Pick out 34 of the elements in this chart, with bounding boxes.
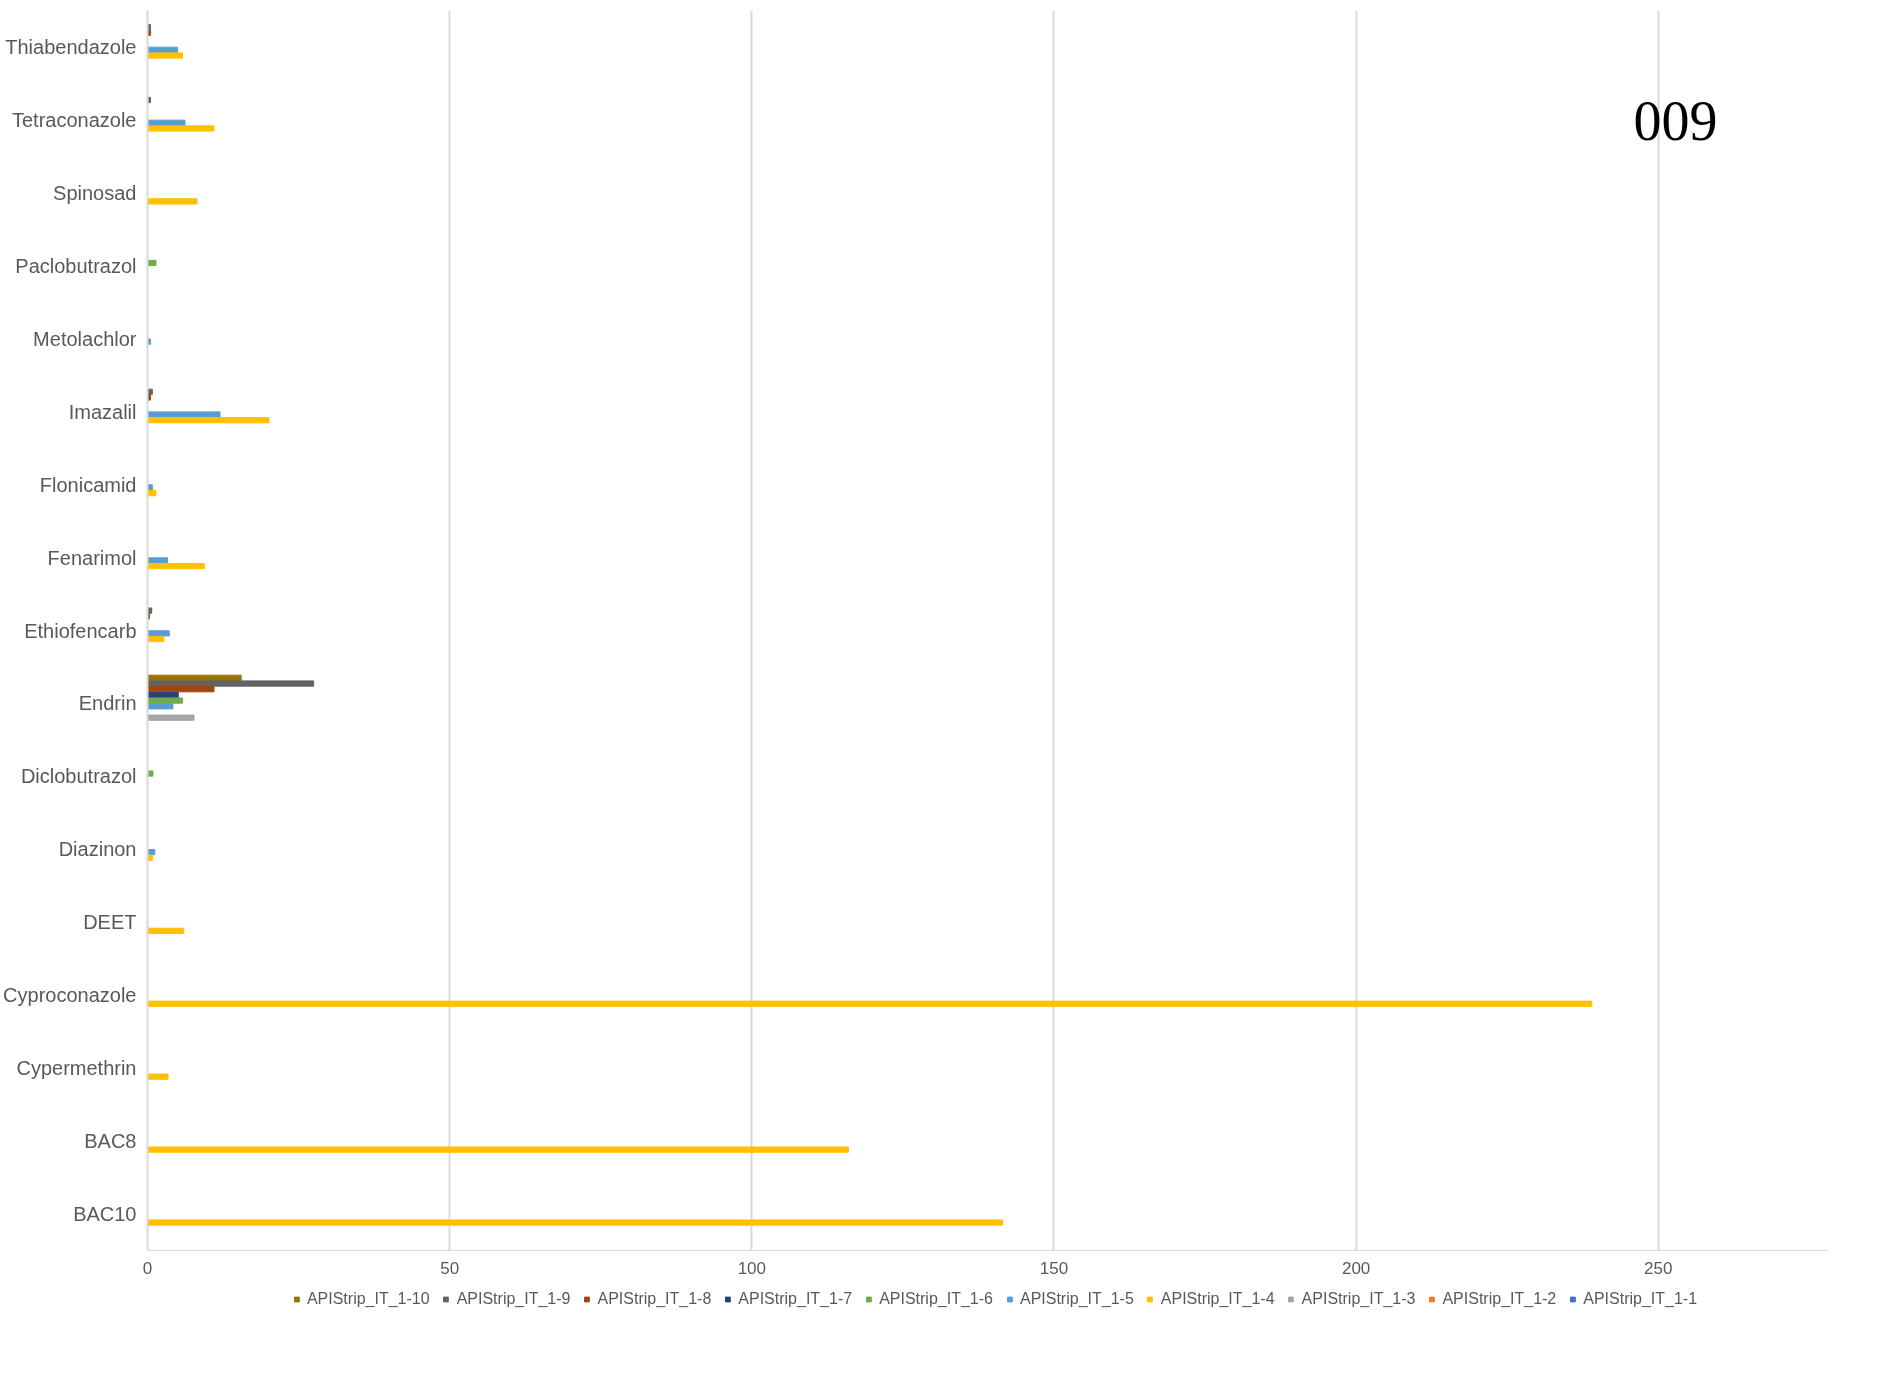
- y-tick-label: Spinosad: [53, 181, 137, 204]
- x-tick-label: 50: [440, 1258, 460, 1278]
- x-tick-label: 150: [1039, 1258, 1069, 1278]
- y-tick-label: Diclobutrazol: [20, 765, 137, 788]
- y-tick-label: Metolachlor: [33, 327, 137, 350]
- legend-label: APIStrip_IT_1-9: [456, 1290, 571, 1308]
- y-tick-label: Thiabendazole: [5, 35, 137, 58]
- y-tick-label: Endrin: [78, 692, 137, 715]
- y-tick-label: Cypermethrin: [16, 1057, 137, 1080]
- x-tick-label: 0: [142, 1258, 153, 1278]
- x-tick-label: 100: [737, 1258, 767, 1278]
- legend-label: APIStrip_IT_1-5: [1019, 1290, 1134, 1308]
- legend-label: APIStrip_IT_1-10: [306, 1290, 430, 1308]
- y-tick-label: BAC10: [73, 1203, 137, 1226]
- y-tick-label: Ethiofencarb: [24, 619, 137, 642]
- y-tick-label: Paclobutrazol: [15, 254, 137, 277]
- legend-label: APIStrip_IT_1-4: [1160, 1290, 1275, 1308]
- legend-label: APIStrip_IT_1-3: [1301, 1290, 1416, 1308]
- y-tick-label: Fenarimol: [47, 546, 137, 569]
- y-tick-label: Cyproconazole: [3, 984, 137, 1007]
- legend-label: APIStrip_IT_1-2: [1442, 1290, 1557, 1308]
- x-tick-label: 200: [1341, 1258, 1371, 1278]
- y-tick-label: BAC8: [84, 1130, 137, 1153]
- y-tick-label: DEET: [83, 911, 137, 934]
- legend-label: APIStrip_IT_1-8: [597, 1290, 712, 1308]
- legend-label: APIStrip_IT_1-6: [879, 1290, 993, 1308]
- y-tick-label: Tetraconazole: [11, 108, 137, 131]
- legend-label: APIStrip_IT_1-1: [1583, 1290, 1698, 1308]
- y-tick-label: Imazalil: [68, 400, 137, 423]
- y-tick-label: Diazinon: [58, 838, 137, 861]
- annotation: 009: [1633, 89, 1718, 152]
- y-tick-label: Flonicamid: [39, 473, 137, 496]
- legend-label: APIStrip_IT_1-7: [738, 1290, 853, 1308]
- x-tick-label: 250: [1644, 1258, 1673, 1278]
